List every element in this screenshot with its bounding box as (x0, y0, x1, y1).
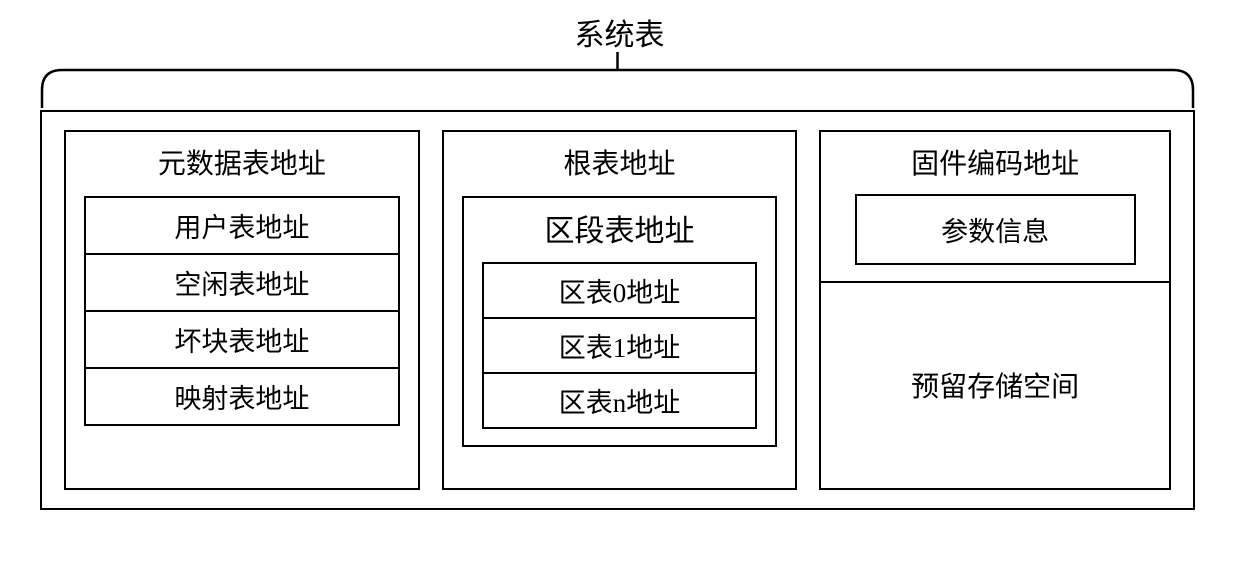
metadata-item: 坏块表地址 (84, 310, 400, 369)
diagram-title: 系统表 (0, 10, 1239, 54)
metadata-list: 用户表地址 空闲表地址 坏块表地址 映射表地址 (84, 196, 400, 426)
firmware-column: 固件编码地址 参数信息 预留存储空间 (819, 130, 1171, 490)
section-table-item: 区表n地址 (482, 372, 758, 429)
firmware-title: 固件编码地址 (911, 142, 1079, 194)
firmware-top-box: 固件编码地址 参数信息 (819, 130, 1171, 283)
param-info-box: 参数信息 (855, 194, 1136, 265)
system-table-container: 元数据表地址 用户表地址 空闲表地址 坏块表地址 映射表地址 根表地址 区段表地… (40, 110, 1195, 510)
root-title: 根表地址 (444, 132, 796, 196)
metadata-item: 空闲表地址 (84, 253, 400, 312)
root-column: 根表地址 区段表地址 区表0地址 区表1地址 区表n地址 (442, 130, 798, 490)
section-table-item: 区表1地址 (482, 317, 758, 374)
brace-connector (40, 50, 1195, 110)
reserved-space-label: 预留存储空间 (911, 365, 1079, 405)
metadata-item: 映射表地址 (84, 367, 400, 426)
metadata-column: 元数据表地址 用户表地址 空闲表地址 坏块表地址 映射表地址 (64, 130, 420, 490)
section-table-item: 区表0地址 (482, 262, 758, 319)
metadata-title: 元数据表地址 (66, 132, 418, 196)
metadata-item: 用户表地址 (84, 196, 400, 255)
reserved-space-box: 预留存储空间 (819, 281, 1171, 491)
section-table-box: 区段表地址 区表0地址 区表1地址 区表n地址 (462, 196, 778, 447)
section-table-title: 区段表地址 (464, 198, 776, 262)
section-table-list: 区表0地址 区表1地址 区表n地址 (482, 262, 758, 429)
